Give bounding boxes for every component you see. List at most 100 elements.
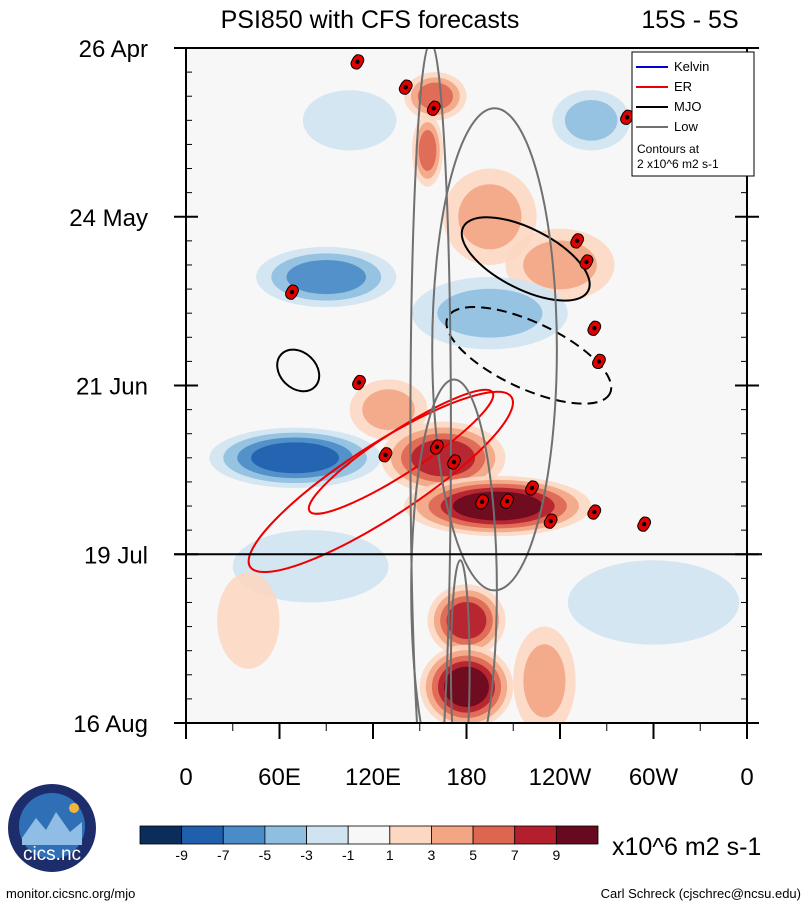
cyclone-marker-18 [637, 516, 651, 532]
anomaly-level [411, 439, 476, 477]
cyclone-eye [548, 518, 553, 524]
anomaly-level [523, 644, 566, 718]
cyclone-marker-4 [570, 233, 584, 249]
cyclone-eye [504, 499, 510, 504]
cyclone-eye [592, 326, 597, 331]
wave-contours [247, 48, 613, 723]
cyclone-eye [355, 59, 360, 65]
legend: Kelvin ER MJO Low Contours at 2 x10^6 m2… [631, 51, 755, 177]
colorbar-units: x10^6 m2 s-1 [612, 833, 761, 861]
x-tick-label-5: 60W [629, 764, 679, 791]
cics-logo: cics.nc [8, 784, 96, 872]
cyclone-eye [596, 359, 602, 364]
legend-label-kelvin: Kelvin [674, 59, 709, 74]
logo-text: cics.nc [23, 844, 81, 865]
anomaly-level [418, 129, 437, 171]
cyclone-marker-1 [398, 79, 413, 95]
contour-mjo_pos [460, 216, 591, 302]
colorbar-swatch-6 [389, 825, 432, 845]
anomaly-blob-13 [567, 560, 740, 645]
x-tick-label-4: 120W [529, 764, 592, 791]
y-tick-label-4: 16 Aug [73, 711, 148, 738]
anomaly-blob-10 [404, 475, 592, 537]
colorbar-swatch-10 [555, 825, 599, 845]
anomaly-level [564, 99, 618, 141]
y-axis: 26 Apr 24 May 21 Jun 19 Jul 16 Aug [69, 36, 759, 738]
colorbar-label-7: 5 [469, 847, 477, 863]
anomaly-blob-14 [427, 584, 506, 657]
anomaly-level [446, 602, 487, 640]
cyclone-marker-2 [426, 100, 441, 116]
anomaly-level [417, 82, 453, 110]
colorbar-label-9: 9 [552, 847, 560, 863]
contour-low_c [449, 559, 471, 723]
colorbar-label-0: -9 [175, 847, 188, 863]
cyclone-marker-16 [543, 513, 558, 529]
cyclone-marker-14 [500, 493, 514, 509]
cyclone-eye [383, 452, 388, 458]
cyclone-marker-6 [285, 284, 299, 300]
y-tick-label-1: 24 May [69, 205, 148, 232]
colorbar-swatch-9 [514, 825, 557, 845]
x-tick-label-6: 0 [740, 764, 753, 791]
colorbar-label-2: -5 [259, 847, 272, 863]
anomaly-blob-7 [411, 277, 568, 350]
y-tick-label-3: 19 Jul [84, 542, 148, 569]
y-tick-label-2: 21 Jun [76, 374, 148, 401]
contour-er_outer [247, 390, 514, 574]
cyclone-eye [431, 106, 436, 111]
colorbar-swatch-0 [139, 825, 183, 845]
cyclone-marker-11 [430, 439, 444, 455]
anomaly-blob-12 [232, 530, 389, 603]
contour-mjo_neg [445, 306, 613, 405]
cyclone-eye [289, 289, 295, 295]
colorbar-label-8: 7 [511, 847, 519, 863]
logo-sun-icon [69, 803, 79, 813]
cyclone-marker-0 [350, 54, 365, 70]
x-tick-label-1: 60E [258, 764, 301, 791]
anomaly-level [437, 288, 543, 338]
legend-note-line2: 2 x10^6 m2 s-1 [637, 157, 719, 171]
colorbar-swatch-4 [306, 825, 349, 845]
contour-low_d [410, 378, 498, 723]
anomaly-blob-6 [256, 246, 397, 308]
chart-subtitle: 15S - 5S [641, 6, 738, 34]
cyclone-marker-7 [587, 320, 602, 336]
contour-er_inner [307, 388, 495, 515]
anomaly-blob-1 [411, 114, 444, 187]
cyclone-marker-8 [592, 353, 606, 369]
colorbar-label-4: -1 [342, 847, 355, 863]
legend-label-er: ER [674, 79, 692, 94]
colorbar-swatch-1 [181, 825, 224, 845]
cyclone-eye [641, 521, 647, 527]
cyclone-eye [529, 485, 535, 491]
anomaly-level [362, 389, 415, 430]
cyclone-marker-15 [525, 480, 539, 496]
anomaly-blob-9 [380, 421, 506, 494]
cyclone-markers [285, 54, 651, 532]
cyclone-eye [592, 509, 597, 515]
chart-title: PSI850 with CFS forecasts [221, 6, 520, 34]
anomaly-blob-5 [552, 90, 631, 151]
cyclone-eye [403, 84, 408, 90]
cyclone-marker-13 [475, 494, 489, 510]
cyclone-marker-12 [447, 454, 461, 470]
cyclone-marker-9 [352, 374, 366, 391]
cyclone-eye [624, 115, 630, 120]
anomaly-level [232, 530, 389, 603]
colorbar-label-1: -7 [217, 847, 230, 863]
legend-label-low: Low [674, 119, 698, 134]
cyclone-eye [434, 444, 440, 450]
anomaly-level [217, 572, 280, 669]
site-link[interactable]: monitor.cicsnc.org/mjo [6, 886, 136, 901]
colorbar-swatch-5 [347, 825, 391, 845]
colorbar: -9 -7 -5 -3 -1 1 3 5 7 9 [139, 825, 599, 863]
cyclone-eye [574, 238, 580, 244]
y-tick-label-0: 26 Apr [79, 36, 148, 63]
cyclone-marker-10 [378, 447, 393, 463]
legend-box [631, 51, 755, 177]
author-credit: Carl Schreck (cjschrec@ncsu.edu) [600, 886, 801, 901]
anomaly-level [302, 90, 397, 151]
logo-mountains-icon [22, 812, 82, 845]
